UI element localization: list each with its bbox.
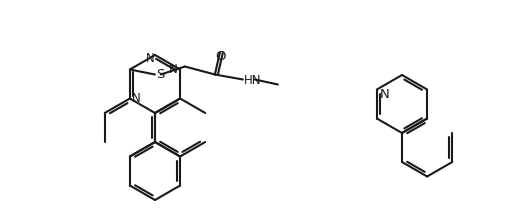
Text: N: N bbox=[169, 63, 178, 76]
Text: HN: HN bbox=[243, 74, 261, 87]
Text: S: S bbox=[156, 68, 164, 81]
Text: N: N bbox=[379, 88, 389, 101]
Text: N: N bbox=[146, 52, 155, 65]
Text: N: N bbox=[132, 92, 140, 105]
Text: O: O bbox=[215, 49, 226, 62]
